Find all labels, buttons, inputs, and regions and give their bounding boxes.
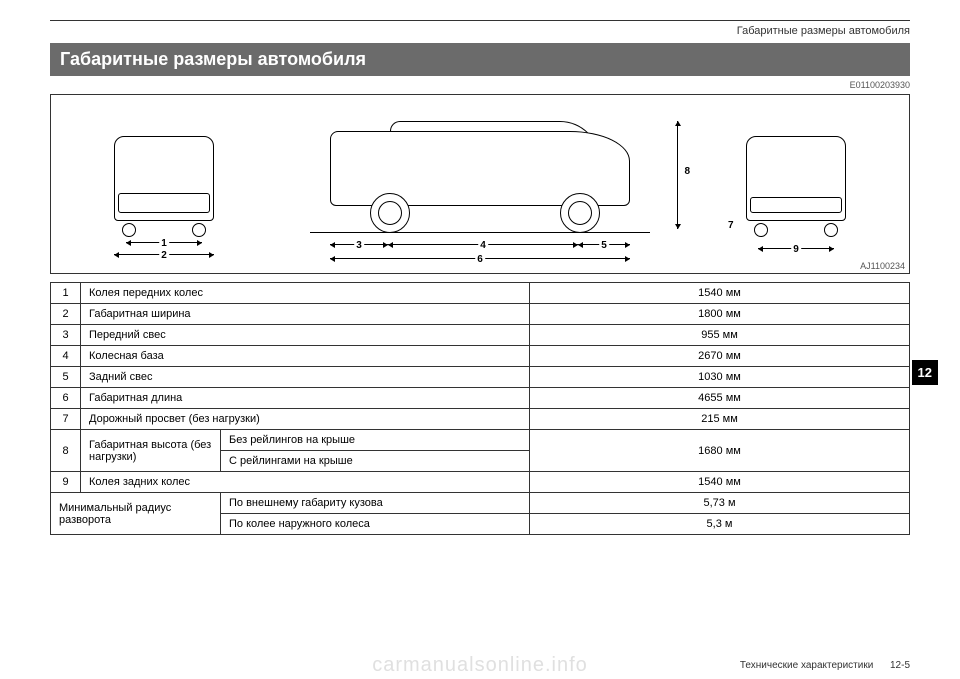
diagram-code: AJ1100234: [860, 261, 905, 271]
dim-label-8: 8: [684, 166, 690, 177]
table-row: 1Колея передних колес1540 мм: [51, 283, 910, 304]
dim-label-5: 5: [599, 240, 609, 251]
spec-table: 1Колея передних колес1540 мм 2Габаритная…: [50, 282, 910, 535]
table-row: 5Задний свес1030 мм: [51, 367, 910, 388]
chapter-tab: 12: [912, 360, 938, 385]
rear-view: 7 9: [726, 121, 866, 251]
table-row: 7Дорожный просвет (без нагрузки)215 мм: [51, 409, 910, 430]
table-row: 3Передний свес955 мм: [51, 325, 910, 346]
table-row: 8 Габаритная высота (без нагрузки) Без р…: [51, 430, 910, 451]
breadcrumb: Габаритные размеры автомобиля: [50, 25, 910, 37]
dim-label-1: 1: [159, 238, 169, 249]
table-row: 6Габаритная длина4655 мм: [51, 388, 910, 409]
dimensions-diagram: 1 2 3 4 5 6 8 7: [50, 94, 910, 274]
dim-label-6: 6: [475, 254, 485, 265]
dim-label-9: 9: [791, 244, 801, 255]
dim-label-3: 3: [354, 240, 364, 251]
footer-page: 12-5: [890, 660, 910, 671]
doc-code: E01100203930: [50, 80, 910, 90]
dim-label-2: 2: [159, 250, 169, 261]
table-row: Минимальный радиус разворота По внешнему…: [51, 493, 910, 514]
side-view: 3 4 5 6 8: [300, 111, 660, 251]
front-view: 1 2: [94, 121, 234, 251]
dim-label-7: 7: [728, 220, 734, 231]
page-footer: Технические характеристики 12-5: [740, 660, 910, 671]
section-title: Габаритные размеры автомобиля: [50, 43, 910, 76]
table-row: 4Колесная база2670 мм: [51, 346, 910, 367]
table-row: 2Габаритная ширина1800 мм: [51, 304, 910, 325]
dim-label-4: 4: [478, 240, 488, 251]
footer-section: Технические характеристики: [740, 660, 873, 671]
table-row: 9Колея задних колес1540 мм: [51, 472, 910, 493]
watermark: carmanualsonline.info: [372, 654, 588, 677]
